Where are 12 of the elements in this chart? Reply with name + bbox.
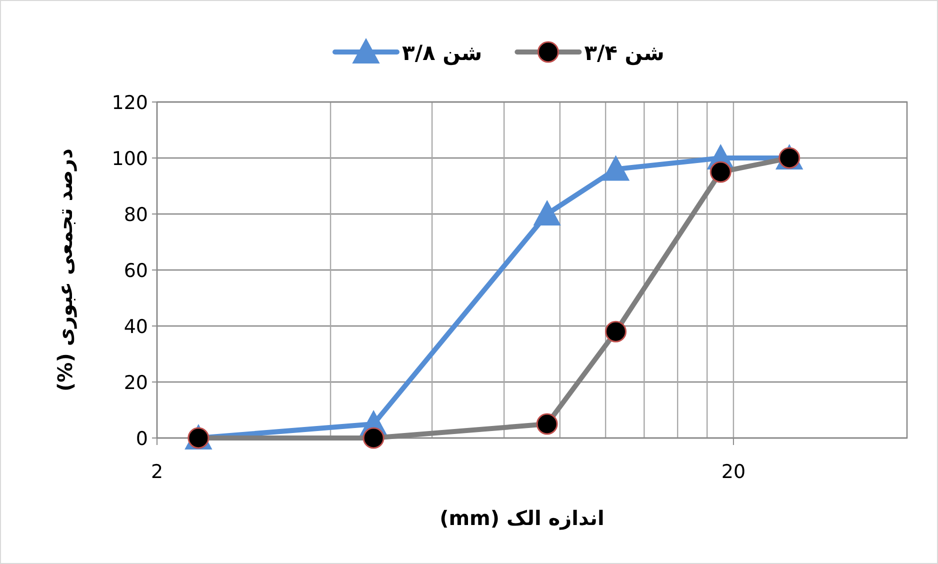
y-tick-label: 80 [124, 204, 148, 226]
x-axis-title: اندازه الک (mm) [440, 506, 604, 530]
y-tick-label: 100 [112, 148, 148, 170]
y-tick-label: 0 [136, 428, 148, 450]
y-tick-label: 60 [124, 260, 148, 282]
legend-label: شن ۳/۴ [584, 41, 664, 66]
legend-label: شن ۳/۸ [402, 41, 482, 66]
y-tick-label: 20 [124, 372, 148, 394]
y-tick-label: 120 [112, 92, 148, 114]
y-axis-title: درصد تجمعی عبوری (%) [53, 148, 77, 392]
x-tick-label: 2 [150, 461, 164, 483]
y-tick-label: 40 [124, 316, 148, 338]
